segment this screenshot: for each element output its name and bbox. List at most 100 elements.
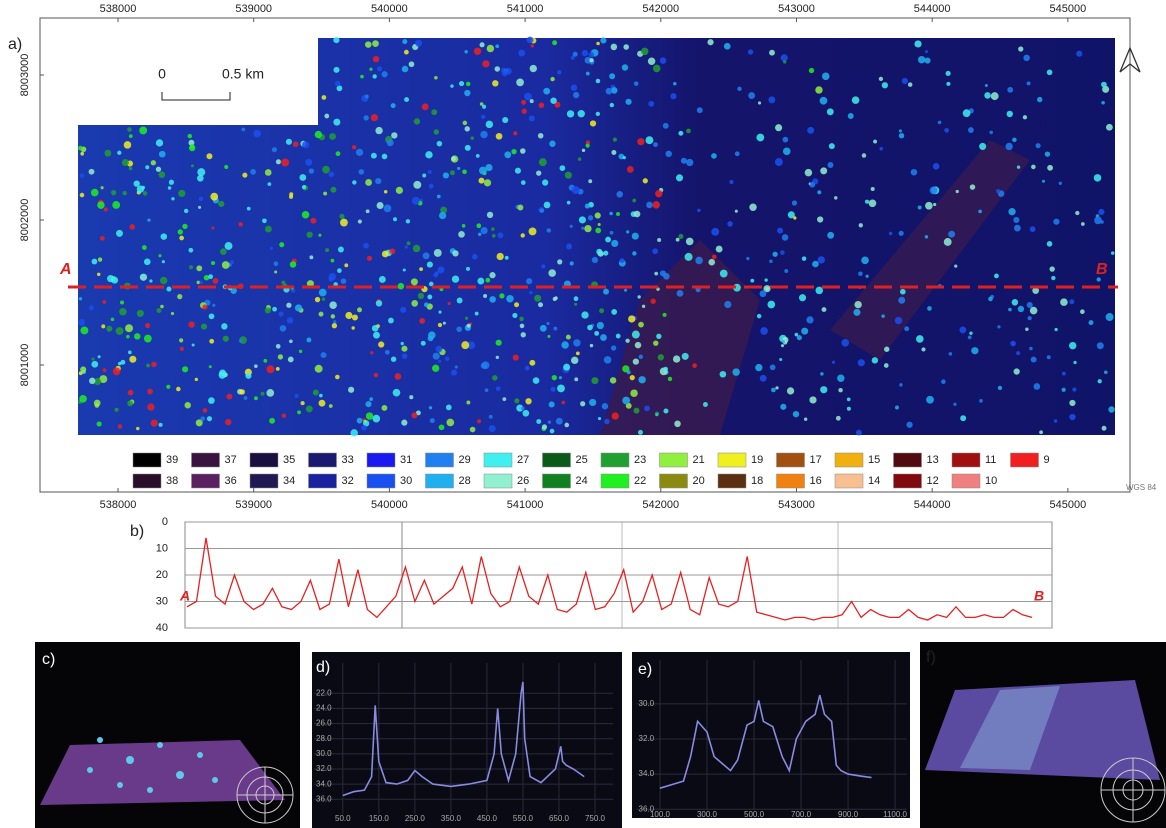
raster-speckle [446,405,452,411]
raster-speckle [1106,124,1113,131]
raster-speckle [678,234,683,239]
raster-speckle [369,68,372,71]
raster-speckle [438,311,441,314]
raster-speckle [596,249,602,255]
raster-speckle [991,92,999,100]
raster-speckle [116,230,123,237]
raster-speckle [627,370,631,374]
raster-speckle [579,216,586,223]
raster-speckle [926,396,934,404]
raster-speckle [655,413,658,416]
raster-speckle [451,156,456,161]
raster-speckle [437,266,444,273]
raster-speckle [609,212,613,216]
raster-speckle [266,389,274,397]
raster-speckle [889,232,893,236]
raster-speckle [171,197,174,200]
raster-speckle [968,335,972,339]
raster-speckle [969,332,972,335]
raster-speckle [111,190,116,195]
raster-speckle [529,227,537,235]
raster-speckle [534,295,541,302]
raster-speckle [1047,241,1053,247]
raster-speckle [120,301,124,305]
raster-speckle [801,328,808,335]
raster-speckle [670,93,676,99]
raster-speckle [401,346,407,352]
legend-label: 31 [400,454,412,466]
raster-speckle [566,244,572,250]
raster-speckle [1069,342,1076,349]
raster-speckle [333,320,336,323]
raster-speckle [470,136,474,140]
raster-speckle [658,354,664,360]
raster-speckle [606,88,613,95]
y-tick-label: 30.0 [639,699,655,708]
legend-swatch [835,453,863,467]
raster-speckle [208,274,213,279]
y-tick-label: 32.0 [316,764,332,773]
raster-speckle [516,78,524,86]
raster-speckle [505,256,509,260]
x-tick-label: 250.0 [405,814,426,823]
raster-speckle [130,224,136,230]
raster-speckle [720,270,728,278]
raster-speckle [646,202,653,209]
raster-speckle [663,408,668,413]
raster-speckle [212,304,215,307]
raster-speckle [319,400,326,407]
raster-speckle [622,397,630,405]
raster-speckle [351,326,354,329]
raster-speckle [519,317,523,321]
raster-speckle [159,151,166,158]
raster-speckle [286,139,292,145]
legend-swatch [426,453,454,467]
raster-speckle [873,140,877,144]
raster-speckle [989,131,993,135]
legend-swatch [894,453,922,467]
y-tick-label: 28.0 [316,734,332,743]
raster-speckle [414,118,420,124]
raster-speckle [632,199,636,203]
raster-speckle [274,261,279,266]
raster-speckle [457,298,463,304]
raster-speckle [513,131,517,135]
y-tick-label: 36.0 [316,794,332,803]
raster-speckle [119,308,126,315]
raster-speckle [310,218,316,224]
legend-swatch [426,474,454,488]
raster-speckle [489,415,493,419]
raster-speckle [239,339,242,342]
legend-label: 16 [810,475,822,487]
raster-speckle [657,238,661,242]
raster-speckle [895,406,899,410]
raster-speckle [783,60,786,63]
raster-speckle [1102,426,1107,431]
raster-speckle [333,67,339,73]
raster-speckle [685,253,693,261]
raster-speckle [89,169,95,175]
raster-speckle [557,70,561,74]
raster-speckle [219,369,226,376]
raster-speckle [379,276,386,283]
raster-speckle [727,221,733,227]
legend-label: 23 [634,454,646,466]
raster-speckle [98,257,102,261]
raster-speckle [581,227,584,230]
raster-speckle [106,326,112,332]
raster-speckle [1031,357,1037,363]
legend-label: 30 [400,475,412,487]
raster-speckle [1060,298,1068,306]
raster-speckle [481,227,488,234]
raster-speckle [336,151,341,156]
raster-speckle [179,338,183,342]
raster-speckle [668,377,672,381]
raster-speckle [760,375,767,382]
raster-speckle [866,275,869,278]
raster-speckle [1008,308,1012,312]
raster-speckle [319,289,327,297]
raster-speckle [1007,111,1013,117]
raster-speckle [979,143,986,150]
raster-speckle [703,402,708,407]
legend-swatch [250,474,278,488]
